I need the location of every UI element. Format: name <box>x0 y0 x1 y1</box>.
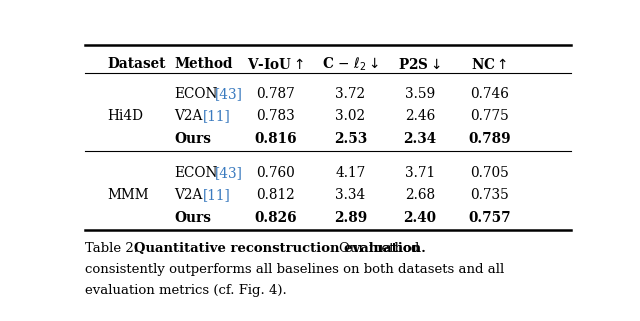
Text: P2S$\downarrow$: P2S$\downarrow$ <box>398 57 441 72</box>
Text: NC$\uparrow$: NC$\uparrow$ <box>471 57 508 72</box>
Text: Ours: Ours <box>174 211 211 225</box>
Text: Dataset: Dataset <box>108 57 166 72</box>
Text: V2A: V2A <box>174 188 203 203</box>
Text: 3.72: 3.72 <box>335 87 365 101</box>
Text: Our method: Our method <box>339 242 420 256</box>
Text: 0.812: 0.812 <box>257 188 295 203</box>
Text: 2.46: 2.46 <box>404 109 435 123</box>
Text: V-IoU$\uparrow$: V-IoU$\uparrow$ <box>248 57 305 72</box>
Text: Quantitative reconstruction evaluation.: Quantitative reconstruction evaluation. <box>134 242 426 256</box>
Text: consistently outperforms all baselines on both datasets and all: consistently outperforms all baselines o… <box>85 264 504 276</box>
Text: [43]: [43] <box>215 87 243 101</box>
Text: 4.17: 4.17 <box>335 166 365 180</box>
Text: [43]: [43] <box>215 166 243 180</box>
Text: 0.826: 0.826 <box>255 211 297 225</box>
Text: 0.746: 0.746 <box>470 87 509 101</box>
Text: 0.789: 0.789 <box>468 132 511 146</box>
Text: 2.34: 2.34 <box>403 132 436 146</box>
Text: 2.53: 2.53 <box>333 132 367 146</box>
Text: 3.34: 3.34 <box>335 188 365 203</box>
Text: [11]: [11] <box>203 109 231 123</box>
Text: 2.40: 2.40 <box>403 211 436 225</box>
Text: 2.89: 2.89 <box>333 211 367 225</box>
Text: 0.775: 0.775 <box>470 109 509 123</box>
Text: 3.02: 3.02 <box>335 109 365 123</box>
Text: 3.59: 3.59 <box>404 87 435 101</box>
Text: 0.735: 0.735 <box>470 188 509 203</box>
Text: ECON: ECON <box>174 87 218 101</box>
Text: 0.705: 0.705 <box>470 166 509 180</box>
Text: Hi4D: Hi4D <box>108 109 143 123</box>
Text: Table 2.: Table 2. <box>85 242 138 256</box>
Text: 0.757: 0.757 <box>468 211 511 225</box>
Text: ECON: ECON <box>174 166 218 180</box>
Text: C $-$ $\ell_2$$\downarrow$: C $-$ $\ell_2$$\downarrow$ <box>322 56 379 73</box>
Text: evaluation metrics (cf. Fig. 4).: evaluation metrics (cf. Fig. 4). <box>85 284 287 298</box>
Text: 2.68: 2.68 <box>404 188 435 203</box>
Text: Method: Method <box>174 57 233 72</box>
Text: Ours: Ours <box>174 132 211 146</box>
Text: V2A: V2A <box>174 109 203 123</box>
Text: 0.783: 0.783 <box>257 109 295 123</box>
Text: 0.816: 0.816 <box>255 132 297 146</box>
Text: 0.760: 0.760 <box>257 166 295 180</box>
Text: 0.787: 0.787 <box>257 87 295 101</box>
Text: [11]: [11] <box>203 188 231 203</box>
Text: MMM: MMM <box>108 188 149 203</box>
Text: 3.71: 3.71 <box>404 166 435 180</box>
